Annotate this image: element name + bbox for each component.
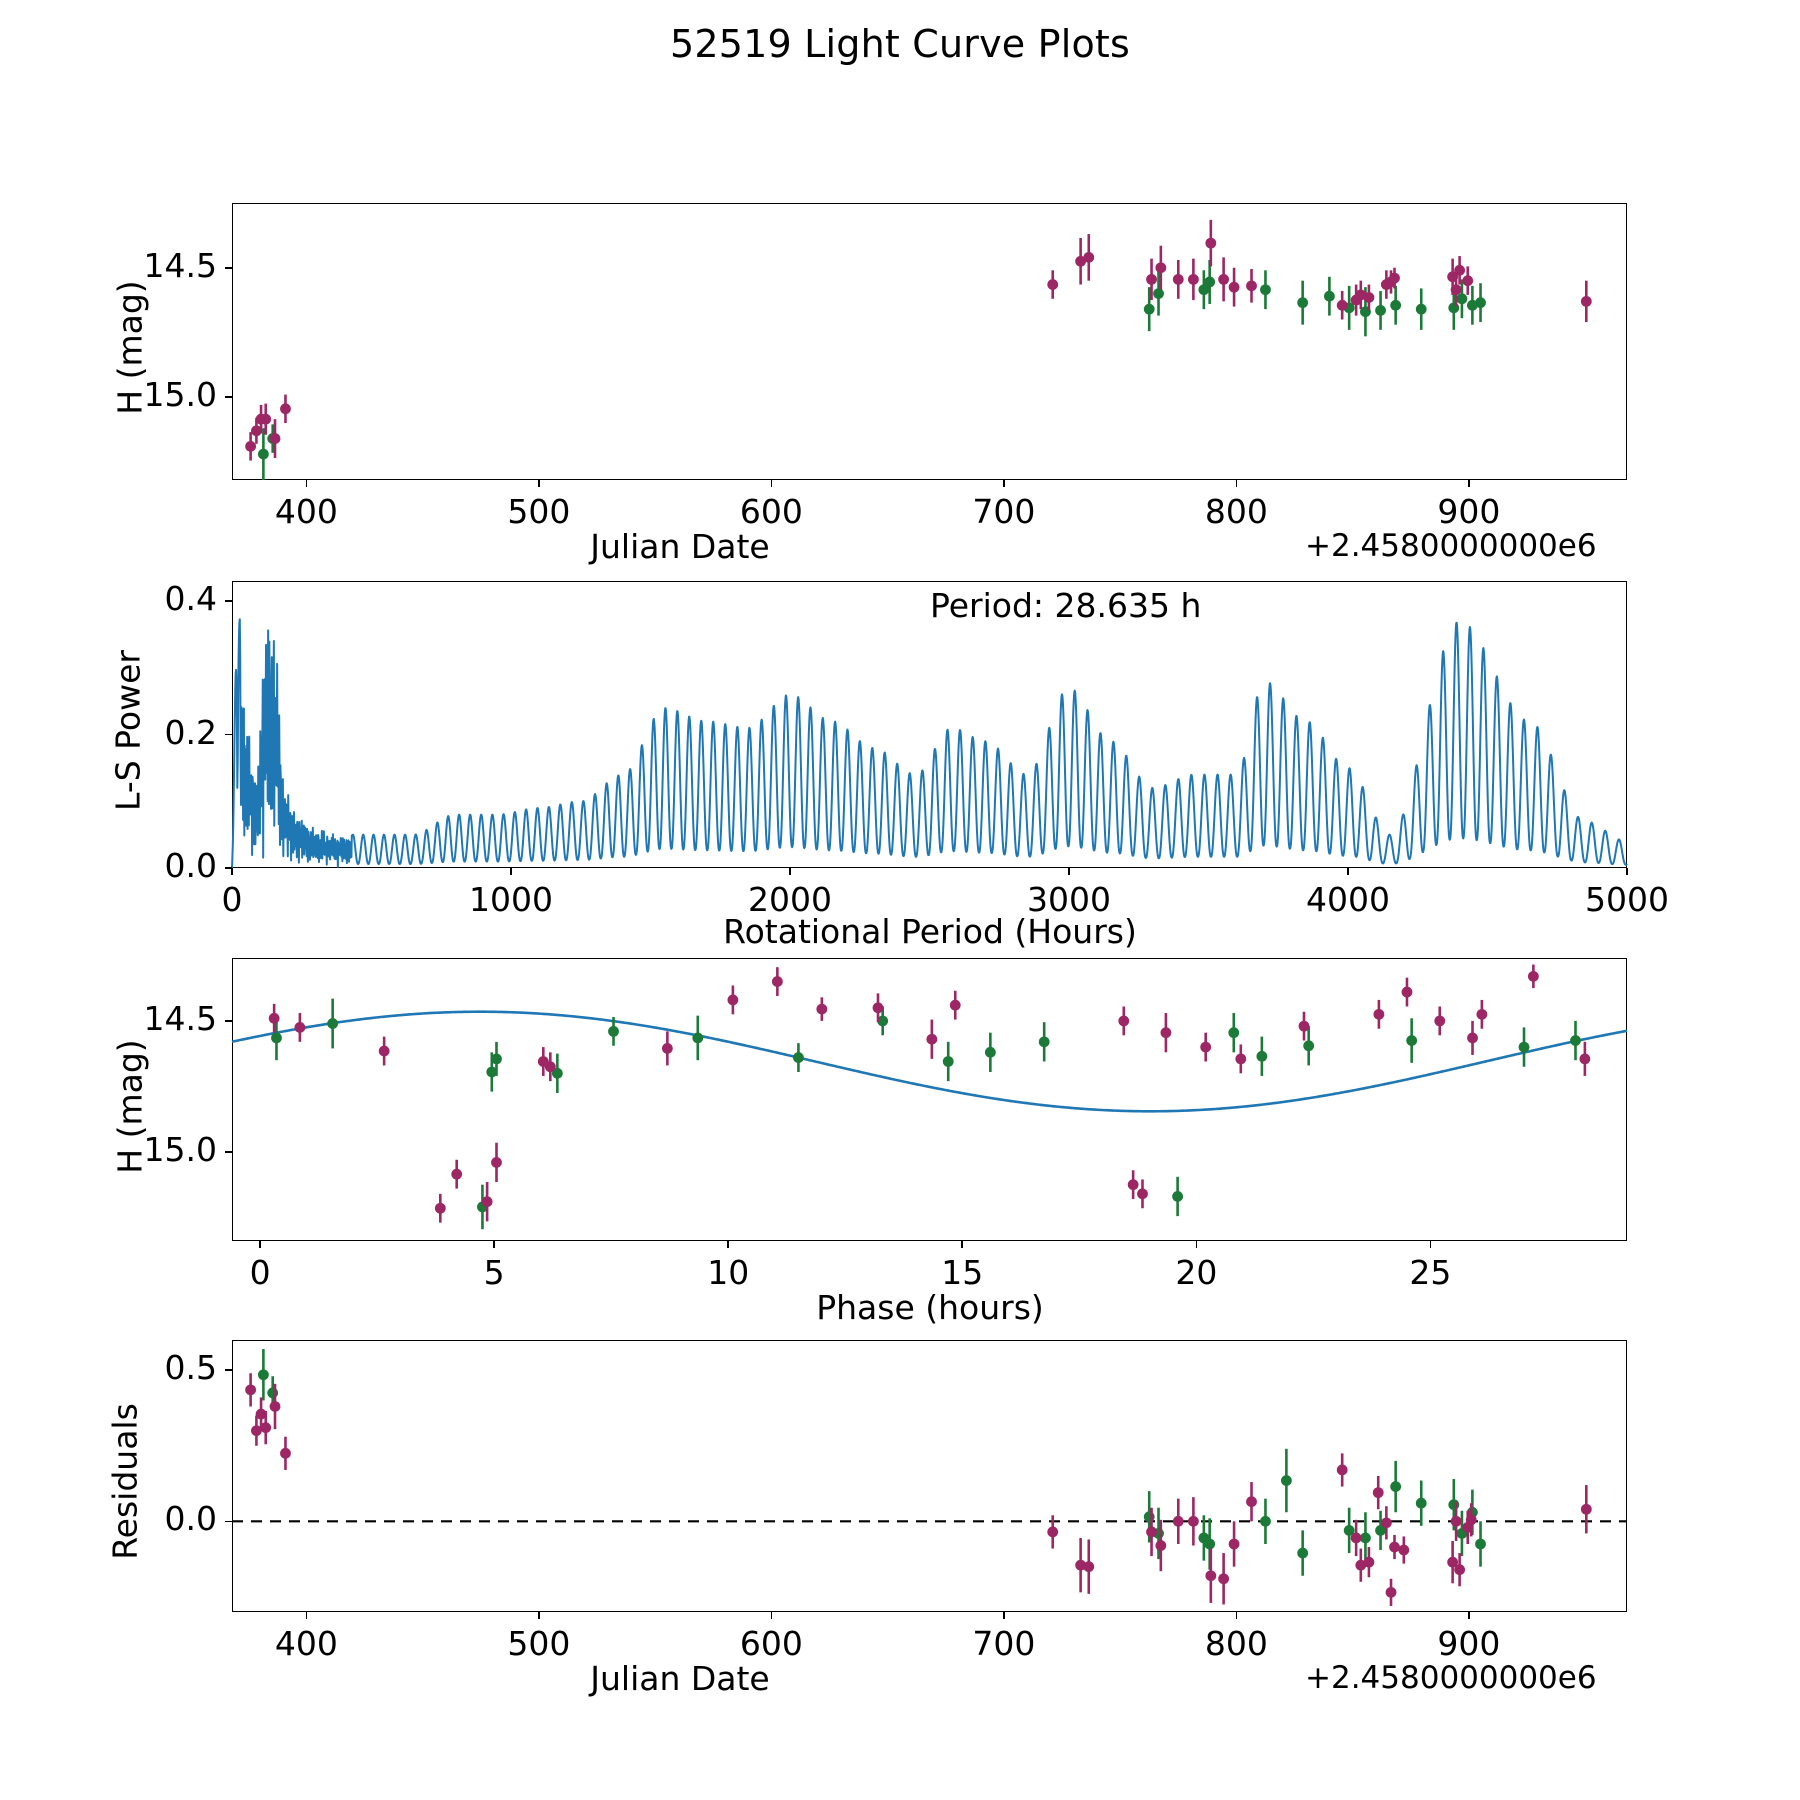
xtick-mark: [961, 1241, 964, 1248]
xtick-label: 10: [707, 1253, 750, 1292]
ytick-mark: [225, 867, 232, 869]
xtick-label: 0: [221, 880, 243, 919]
xtick-mark: [1195, 1241, 1198, 1248]
xtick-mark: [789, 868, 791, 875]
xtick-label: 25: [1409, 1253, 1452, 1292]
xtick-label: 400: [274, 1624, 338, 1663]
xtick-label: 5000: [1585, 880, 1669, 919]
panel-lightcurve: [232, 203, 1627, 480]
xtick-label: 600: [739, 1624, 803, 1663]
axes-frame-periodogram: [232, 581, 1627, 868]
xtick-mark: [1347, 868, 1349, 875]
ytick-mark: [225, 600, 232, 602]
xtick-mark: [1235, 480, 1238, 487]
xtick-label: 3000: [1027, 880, 1111, 919]
xtick-mark: [770, 480, 773, 487]
xtick-mark: [493, 1241, 495, 1248]
xtick-label: 800: [1204, 1624, 1268, 1663]
axes-frame-residuals: [232, 1340, 1627, 1612]
ytick-mark: [225, 1020, 232, 1022]
xtick-label: 1000: [469, 880, 553, 919]
ytick-label: 14.5: [143, 998, 217, 1038]
phase-folded-plot-area: [231, 964, 1628, 1230]
xtick-mark: [770, 1612, 773, 1619]
phase-folded-xlabel: Phase (hours): [816, 1288, 1044, 1327]
xtick-mark: [1068, 868, 1070, 875]
xtick-mark: [259, 1241, 261, 1248]
lightcurve-plot-area: [245, 219, 1592, 480]
lightcurve-x-offset-text: +2.4580000000e6: [1305, 528, 1597, 564]
ytick-mark: [225, 266, 232, 269]
ytick-mark: [225, 1520, 232, 1523]
xtick-label: 600: [739, 492, 803, 531]
xtick-label: 0: [249, 1253, 271, 1292]
panel-residuals: [232, 1340, 1627, 1612]
ytick-mark: [225, 1151, 232, 1153]
period-annotation: Period: 28.635 h: [930, 586, 1202, 625]
xtick-label: 700: [972, 1624, 1036, 1663]
xtick-mark: [1003, 480, 1005, 487]
xtick-mark: [305, 480, 308, 487]
periodogram-xlabel: Rotational Period (Hours): [723, 912, 1137, 951]
xtick-mark: [510, 868, 512, 875]
xtick-label: 900: [1437, 492, 1501, 531]
residuals-xlabel: Julian Date: [590, 1659, 770, 1698]
ytick-label: 14.5: [143, 245, 217, 285]
ytick-mark: [225, 1369, 232, 1372]
ytick-label: 0.0: [164, 1499, 217, 1539]
xtick-label: 2000: [748, 880, 832, 919]
xtick-mark: [1235, 1612, 1238, 1619]
xtick-mark: [727, 1241, 729, 1248]
xtick-mark: [1003, 1612, 1005, 1619]
panel-periodogram: [231, 581, 1628, 869]
ytick-label: 0.5: [164, 1348, 217, 1388]
periodogram-plot-area: [231, 618, 1628, 869]
ytick-label: 15.0: [143, 375, 217, 415]
xtick-label: 500: [507, 1624, 571, 1663]
figure-title: 52519 Light Curve Plots: [669, 22, 1131, 66]
xtick-mark: [538, 480, 540, 487]
xtick-label: 5: [483, 1253, 505, 1292]
xtick-mark: [1626, 868, 1628, 875]
lightcurve-xlabel: Julian Date: [590, 527, 770, 566]
xtick-mark: [1429, 1241, 1432, 1248]
xtick-label: 800: [1204, 492, 1268, 531]
residuals-plot-area: [232, 1349, 1627, 1606]
xtick-label: 700: [972, 492, 1036, 531]
ytick-mark: [225, 733, 232, 736]
xtick-mark: [538, 1612, 540, 1619]
ytick-label: 0.2: [164, 712, 217, 752]
ytick-label: 0.0: [164, 846, 217, 885]
ytick-label: 15.0: [143, 1129, 217, 1169]
ytick-mark: [225, 396, 232, 398]
residuals-x-offset-text: +2.4580000000e6: [1305, 1660, 1597, 1696]
xtick-label: 900: [1437, 1624, 1501, 1663]
xtick-label: 15: [941, 1253, 984, 1292]
xtick-label: 20: [1175, 1253, 1218, 1292]
axes-frame-lightcurve: [232, 203, 1627, 480]
xtick-label: 4000: [1306, 880, 1390, 919]
xtick-mark: [1468, 480, 1470, 487]
xtick-mark: [1468, 1612, 1470, 1619]
ytick-label: 0.4: [164, 579, 217, 619]
lightcurve-ylabel: H (mag): [110, 280, 150, 415]
panel-phase-folded: [231, 958, 1628, 1241]
axes-frame-phase-folded: [232, 958, 1627, 1241]
xtick-mark: [231, 868, 233, 875]
xtick-label: 500: [507, 492, 571, 531]
xtick-label: 400: [274, 492, 338, 531]
xtick-mark: [305, 1612, 308, 1619]
